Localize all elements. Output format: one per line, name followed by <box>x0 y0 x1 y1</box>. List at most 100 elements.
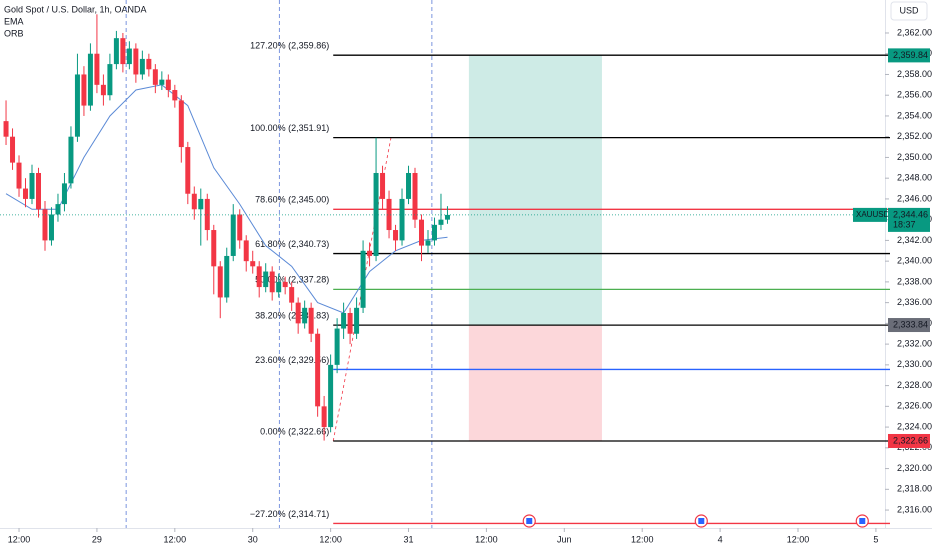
candle-body <box>16 162 22 189</box>
candle-body <box>243 240 249 262</box>
candle-body <box>418 219 424 246</box>
candle-body <box>334 328 340 365</box>
candle-body <box>438 219 444 225</box>
candle-body <box>204 198 210 231</box>
indicator-label[interactable]: ORB <box>4 28 24 38</box>
y-tick-label: 2,320.00 <box>897 463 932 473</box>
chart-title: Gold Spot / U.S. Dollar, 1h, OANDA <box>4 4 147 14</box>
x-tick-label: 12:00 <box>475 534 498 544</box>
candle-body <box>328 364 334 428</box>
loss-zone <box>468 325 602 441</box>
fib-label: 50.00% (2,337.28) <box>255 275 329 285</box>
candle-body <box>152 69 158 85</box>
candle-body <box>139 58 145 75</box>
fib-label: 127.20% (2,359.86) <box>250 41 329 51</box>
symbol-tag <box>853 207 887 222</box>
y-tick-label: 2,338.00 <box>897 276 932 286</box>
candle-body <box>425 240 431 246</box>
y-tick-label: 2,342.00 <box>897 235 932 245</box>
last-price-tag <box>888 207 930 232</box>
candle-body <box>126 48 132 65</box>
y-tick-label: 2,336.00 <box>897 297 932 307</box>
price-tag-label: 2,333.84 <box>893 319 928 329</box>
candle-body <box>412 172 418 220</box>
x-tick-label: 12:00 <box>631 534 654 544</box>
y-tick-label: 2,340.00 <box>897 256 932 266</box>
profit-zone <box>468 55 602 326</box>
candle-body <box>373 172 379 256</box>
x-tick-label: 31 <box>404 534 414 544</box>
event-flag <box>859 518 866 524</box>
candle-body <box>61 183 67 205</box>
candle-body <box>81 74 87 106</box>
event-flag <box>698 518 705 524</box>
y-tick-label: 2,326.00 <box>897 401 932 411</box>
candle-body <box>276 281 282 293</box>
y-tick-label: 2,358.00 <box>897 69 932 79</box>
candle-body <box>217 266 223 298</box>
last-price-label: 2,344.46 <box>893 209 928 219</box>
candle-body <box>380 172 386 199</box>
candle-body <box>74 74 80 137</box>
event-flag <box>526 518 533 524</box>
x-tick-label: 30 <box>248 534 258 544</box>
candle-body <box>263 271 269 288</box>
candle-body <box>23 188 29 199</box>
candle-body <box>308 307 314 334</box>
candle-body <box>250 261 256 267</box>
symbol-tag-label: XAUUSD <box>856 210 890 219</box>
x-tick-label: 12:00 <box>164 534 187 544</box>
candle-body <box>211 230 217 267</box>
candle-body <box>10 136 16 163</box>
price-tag <box>888 318 930 333</box>
candle-body <box>224 255 230 298</box>
candle-body <box>237 214 243 241</box>
currency-box[interactable] <box>890 1 928 21</box>
y-tick-label: 2,356.00 <box>897 90 932 100</box>
x-tick-label: 12:00 <box>319 534 342 544</box>
candle-body <box>198 198 204 210</box>
x-tick-label: 29 <box>92 534 102 544</box>
y-tick-label: 2,330.00 <box>897 359 932 369</box>
candle-body <box>165 79 171 91</box>
candle-body <box>133 48 139 75</box>
candle-body <box>256 266 262 288</box>
candle-body <box>360 250 366 308</box>
y-tick-label: 2,324.00 <box>897 421 932 431</box>
price-tag <box>888 48 930 63</box>
indicator-label[interactable]: EMA <box>4 16 24 26</box>
y-tick-label: 2,346.00 <box>897 193 932 203</box>
x-tick-label: 4 <box>718 534 723 544</box>
candle-body <box>3 121 9 137</box>
candle-body <box>55 204 61 215</box>
currency[interactable]: USD <box>899 5 919 15</box>
candle-body <box>321 406 327 428</box>
y-tick-label: 2,362.00 <box>897 27 932 37</box>
candle-body <box>431 224 437 241</box>
price-tag <box>888 433 930 448</box>
price-tag-label: 2,359.84 <box>893 50 928 60</box>
fib-label: −27.20% (2,314.71) <box>250 509 329 519</box>
candle-body <box>302 307 308 324</box>
fib-label: 78.60% (2,345.00) <box>255 195 329 205</box>
candle-body <box>178 100 184 148</box>
candle-body <box>172 90 178 101</box>
candle-body <box>68 136 74 184</box>
candle-body <box>269 271 275 293</box>
y-tick-label: 2,328.00 <box>897 380 932 390</box>
x-tick-label: 12:00 <box>8 534 31 544</box>
candle-body <box>347 313 353 334</box>
candle-body <box>35 172 41 210</box>
candle-body <box>42 209 48 241</box>
fib-label: 100.00% (2,351.91) <box>250 123 329 133</box>
candle-body <box>29 172 35 199</box>
candle-body <box>393 230 399 241</box>
y-tick-label: 2,316.00 <box>897 504 932 514</box>
candle-body <box>367 250 373 256</box>
candle-body <box>406 172 412 199</box>
candle-body <box>444 214 450 220</box>
y-tick-label: 2,352.00 <box>897 131 932 141</box>
x-tick-label: 12:00 <box>787 534 810 544</box>
